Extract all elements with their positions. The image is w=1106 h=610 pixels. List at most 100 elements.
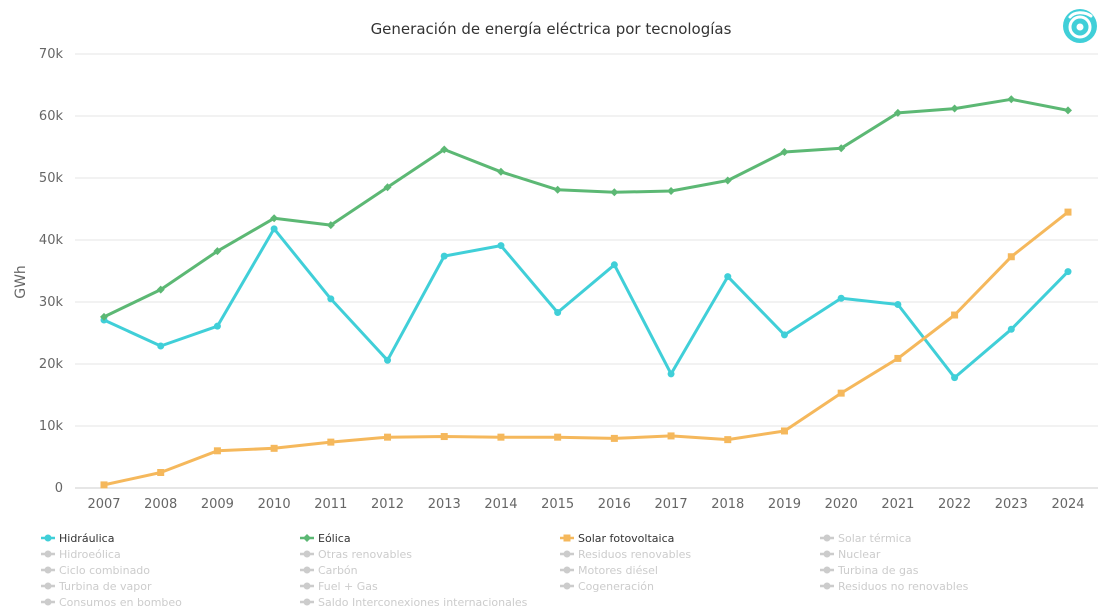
chart-title: Generación de energía eléctrica por tecn… (371, 20, 732, 38)
data-point[interactable] (894, 300, 902, 308)
data-point[interactable] (951, 374, 959, 382)
data-point[interactable] (1064, 208, 1072, 216)
series-Hidráulica (100, 225, 1072, 382)
legend-item[interactable]: Saldo Interconexiones internacionales (300, 596, 528, 609)
data-point[interactable] (327, 295, 335, 303)
data-point[interactable] (610, 434, 618, 442)
legend-item[interactable]: Carbón (300, 564, 358, 577)
data-point[interactable] (667, 432, 675, 440)
data-point[interactable] (213, 447, 221, 455)
data-point[interactable] (610, 188, 619, 197)
data-point[interactable] (667, 187, 676, 196)
data-point[interactable] (496, 167, 505, 176)
data-point[interactable] (1064, 268, 1072, 276)
x-tick-label: 2013 (428, 497, 461, 512)
legend-item[interactable]: Turbina de vapor (41, 580, 152, 593)
legend-item[interactable]: Motores diésel (560, 564, 658, 577)
x-tick-label: 2022 (938, 497, 971, 512)
data-point[interactable] (950, 104, 959, 113)
data-point[interactable] (157, 469, 165, 476)
data-point[interactable] (951, 311, 959, 319)
data-point[interactable] (553, 185, 562, 194)
x-tick-label: 2021 (881, 497, 914, 512)
data-point[interactable] (1007, 325, 1015, 333)
data-point[interactable] (1007, 253, 1015, 261)
x-axis-ticks: 2007 2008 2009 2010 2011 2012 2013 2014 2015 2016… (87, 497, 1084, 512)
data-point[interactable] (157, 342, 165, 350)
data-point[interactable] (384, 433, 392, 441)
legend-label: Consumos en bombeo (59, 596, 182, 609)
legend-item[interactable]: Ciclo combinado (41, 564, 150, 577)
legend-item[interactable]: Fuel + Gas (300, 580, 378, 593)
legend-symbol-marker (303, 582, 311, 590)
x-tick-label: 2015 (541, 497, 574, 512)
data-point[interactable] (837, 144, 846, 153)
legend-symbol-marker (44, 566, 52, 574)
data-point[interactable] (384, 356, 392, 364)
data-point[interactable] (610, 261, 618, 269)
data-point[interactable] (156, 285, 165, 294)
legend-item[interactable]: Consumos en bombeo (41, 596, 182, 609)
data-point[interactable] (724, 273, 732, 281)
legend-item[interactable]: Solar fotovoltaica (560, 532, 674, 545)
series-line[interactable] (102, 227, 1070, 380)
x-tick-label: 2010 (258, 497, 291, 512)
data-point[interactable] (723, 176, 732, 185)
legend-item[interactable]: Eólica (300, 532, 351, 545)
data-point[interactable] (724, 436, 732, 444)
data-point[interactable] (213, 322, 221, 330)
legend-item[interactable]: Turbina de gas (820, 564, 919, 577)
data-point[interactable] (893, 108, 902, 117)
legend-item[interactable]: Solar térmica (820, 532, 912, 545)
data-point[interactable] (1007, 95, 1016, 104)
data-point[interactable] (554, 309, 562, 317)
data-point[interactable] (497, 433, 505, 441)
series-line[interactable] (102, 210, 1070, 487)
legend-label: Residuos no renovables (838, 580, 969, 593)
legend-item[interactable]: Otras renovables (300, 548, 412, 561)
data-point[interactable] (270, 214, 279, 223)
legend-item[interactable]: Residuos renovables (560, 548, 691, 561)
data-point[interactable] (780, 147, 789, 156)
data-point[interactable] (554, 433, 562, 441)
data-point[interactable] (667, 370, 675, 378)
data-point[interactable] (270, 225, 278, 233)
x-tick-label: 2007 (87, 497, 120, 512)
data-point[interactable] (497, 242, 505, 250)
legend-item[interactable]: Nuclear (820, 548, 881, 561)
y-tick-label: 20k (39, 357, 64, 372)
data-point[interactable] (440, 145, 449, 154)
data-point[interactable] (780, 427, 788, 435)
x-tick-label: 2009 (201, 497, 234, 512)
data-point[interactable] (100, 481, 108, 489)
data-point[interactable] (326, 221, 335, 230)
legend-symbol-marker (303, 550, 311, 558)
data-point[interactable] (1064, 106, 1072, 115)
data-point[interactable] (213, 247, 222, 256)
legend-item[interactable]: Hidráulica (41, 532, 114, 545)
data-point[interactable] (837, 294, 845, 302)
legend-item[interactable]: Cogeneración (560, 580, 654, 593)
x-tick-label: 2011 (314, 497, 347, 512)
x-tick-label: 2019 (768, 497, 801, 512)
data-point[interactable] (383, 183, 392, 192)
legend-symbol-marker (563, 582, 571, 590)
data-point[interactable] (327, 438, 335, 446)
data-point[interactable] (440, 433, 448, 441)
legend-symbol-marker (563, 550, 571, 558)
data-point[interactable] (780, 331, 788, 339)
legend-label: Turbina de vapor (58, 580, 152, 593)
series-line[interactable] (102, 97, 1070, 319)
data-point[interactable] (270, 444, 278, 452)
data-point[interactable] (100, 312, 108, 321)
data-point[interactable] (894, 354, 902, 362)
series-Solar fotovoltaica (100, 208, 1072, 489)
data-point[interactable] (837, 389, 845, 397)
x-tick-label: 2018 (711, 497, 744, 512)
data-point[interactable] (440, 252, 448, 260)
legend-label: Solar fotovoltaica (578, 532, 674, 545)
y-tick-label: 60k (39, 109, 64, 124)
legend-item[interactable]: Residuos no renovables (820, 580, 969, 593)
legend-item[interactable]: Hidroeólica (41, 548, 121, 561)
